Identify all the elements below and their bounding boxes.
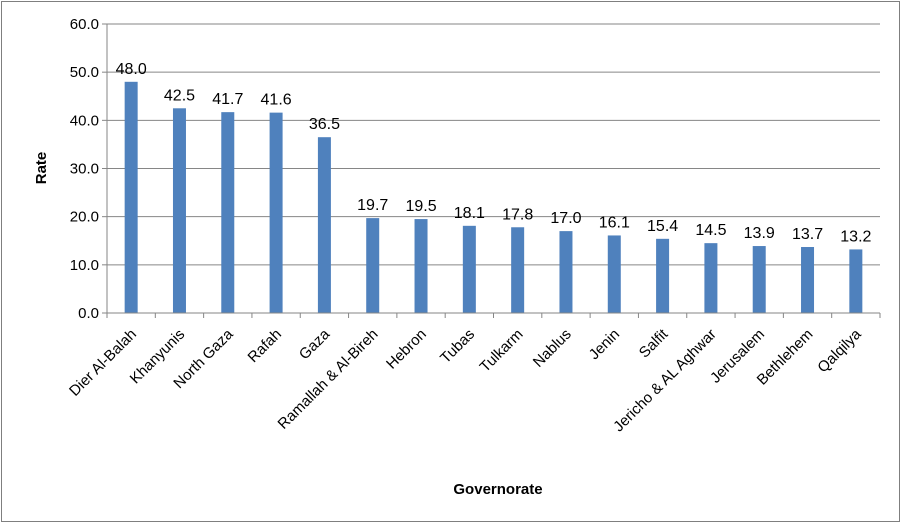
data-label: 18.1 — [454, 205, 485, 222]
y-tick-label: 20.0 — [70, 209, 99, 226]
y-axis-title: Rate — [33, 152, 50, 185]
bar — [656, 238, 670, 313]
data-label: 17.0 — [550, 210, 581, 227]
data-label: 19.7 — [357, 197, 388, 214]
data-label: 13.2 — [840, 228, 871, 245]
data-label: 13.9 — [744, 225, 775, 242]
data-label: 16.1 — [599, 214, 630, 231]
y-tick-label: 40.0 — [70, 112, 99, 129]
data-label: 41.6 — [261, 92, 292, 109]
bar — [317, 137, 331, 313]
bar — [462, 225, 476, 313]
data-label: 19.5 — [405, 198, 436, 215]
x-tick-label: Tubas — [437, 326, 478, 367]
bar — [511, 227, 525, 313]
data-label: 41.7 — [212, 91, 243, 108]
y-tick-label: 30.0 — [70, 161, 99, 178]
bar — [607, 235, 621, 313]
x-axis-title: Governorate — [453, 481, 542, 498]
y-tick-label: 0.0 — [78, 305, 99, 322]
y-tick-label: 50.0 — [70, 64, 99, 81]
data-labels: 48.0 42.5 41.7 41.6 36.5 19.7 19.5 18.1 17.8 17.0… — [116, 61, 872, 246]
x-tick-label: Hebron — [383, 326, 430, 373]
x-tick-label: Tulkarm — [477, 326, 527, 376]
data-label: 48.0 — [116, 61, 147, 78]
data-label: 13.7 — [792, 226, 823, 243]
bar — [124, 81, 138, 313]
bar — [414, 219, 428, 313]
x-tick-label: Salfit — [636, 325, 672, 361]
data-label: 42.5 — [164, 87, 195, 104]
bar — [221, 112, 235, 314]
x-tick-label: Nablus — [530, 326, 575, 371]
bar — [849, 249, 863, 313]
y-tick-label: 10.0 — [70, 257, 99, 274]
bar — [559, 231, 573, 313]
x-tick-label: Jenin — [586, 326, 623, 363]
x-tick-label: Gaza — [296, 325, 334, 363]
bar — [801, 247, 815, 313]
bar — [752, 246, 766, 313]
data-label: 17.8 — [502, 206, 533, 223]
bars — [124, 81, 863, 314]
bar — [269, 112, 283, 313]
data-label: 14.5 — [695, 222, 726, 239]
x-tick-label: Rafah — [245, 326, 285, 366]
y-tick-label: 60.0 — [70, 16, 99, 33]
y-axis-ticks: 0.0 10.0 20.0 30.0 40.0 50.0 60.0 — [70, 16, 107, 322]
bar — [704, 243, 718, 313]
x-tick-label: Dier Al-Balah — [66, 326, 140, 400]
data-label: 36.5 — [309, 116, 340, 133]
gridlines — [107, 23, 880, 266]
bar — [366, 218, 380, 313]
data-label: 15.4 — [647, 218, 678, 235]
bar — [172, 108, 186, 314]
x-tick-label: Qalqilya — [814, 325, 865, 376]
